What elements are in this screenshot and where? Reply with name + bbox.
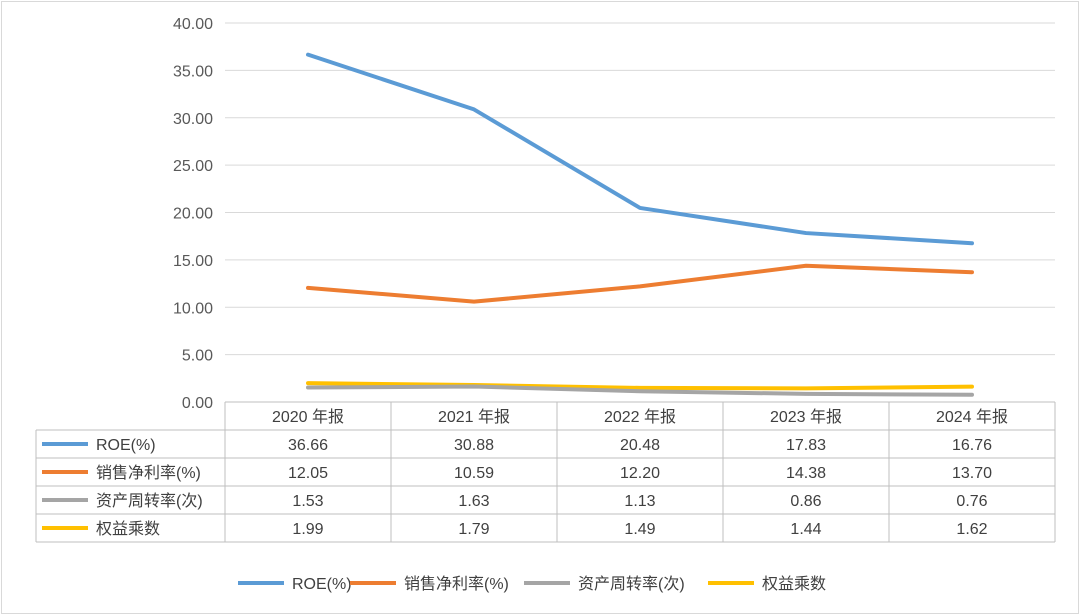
data-label: 1.44 (790, 521, 821, 538)
x-category-label: 2020 年报 (272, 408, 344, 426)
legend: ROE(%) 销售净利率(%) 资产周转率(次) 权益乘数 (238, 575, 826, 593)
table-series-name: ROE(%) (96, 437, 156, 454)
y-tick-label: 35.00 (173, 63, 213, 80)
x-category-label: 2021 年报 (438, 408, 510, 426)
table-series-name: 资产周转率(次) (96, 492, 203, 510)
data-label: 0.76 (956, 493, 987, 510)
y-tick-label: 15.00 (173, 253, 213, 270)
y-tick-label: 20.00 (173, 206, 213, 223)
data-label: 30.88 (454, 437, 494, 454)
legend-label: ROE(%) (292, 576, 352, 593)
data-label: 1.79 (458, 521, 489, 538)
x-category-label: 2024 年报 (936, 408, 1008, 426)
series-line (306, 263, 974, 304)
data-label: 13.70 (952, 465, 992, 482)
y-tick-label: 25.00 (173, 158, 213, 175)
table-series-name: 销售净利率(%) (96, 464, 201, 482)
data-label: 1.13 (624, 493, 655, 510)
data-label: 36.66 (288, 437, 328, 454)
table-series-name: 权益乘数 (96, 520, 160, 538)
data-label: 16.76 (952, 437, 992, 454)
data-label: 12.05 (288, 465, 328, 482)
data-label: 1.49 (624, 521, 655, 538)
data-label: 1.99 (292, 521, 323, 538)
data-label: 10.59 (454, 465, 494, 482)
x-category-label: 2023 年报 (770, 408, 842, 426)
y-tick-label: 30.00 (173, 111, 213, 128)
series-line (306, 52, 974, 246)
data-label: 12.20 (620, 465, 660, 482)
data-label: 1.63 (458, 493, 489, 510)
series-lines (306, 52, 974, 397)
data-label: 20.48 (620, 437, 660, 454)
data-label: 1.53 (292, 493, 323, 510)
x-category-label: 2022 年报 (604, 408, 676, 426)
y-tick-label: 0.00 (182, 395, 213, 412)
legend-label: 销售净利率(%) (404, 575, 509, 593)
data-table: 2020 年报 2021 年报 2022 年报 2023 年报 2024 年报 ROE(%… (35, 401, 1056, 543)
data-label: 0.86 (790, 493, 821, 510)
data-label: 17.83 (786, 437, 826, 454)
legend-label: 资产周转率(次) (578, 575, 685, 593)
data-label: 14.38 (786, 465, 826, 482)
y-tick-label: 10.00 (173, 300, 213, 317)
y-tick-label: 5.00 (182, 348, 213, 365)
data-label: 1.62 (956, 521, 987, 538)
gridlines (225, 22, 1055, 403)
y-tick-label: 40.00 (173, 16, 213, 33)
legend-label: 权益乘数 (762, 575, 826, 593)
y-axis-ticks: 0.00 5.00 10.00 15.00 20.00 25.00 30.00 35.00 40… (173, 16, 213, 412)
